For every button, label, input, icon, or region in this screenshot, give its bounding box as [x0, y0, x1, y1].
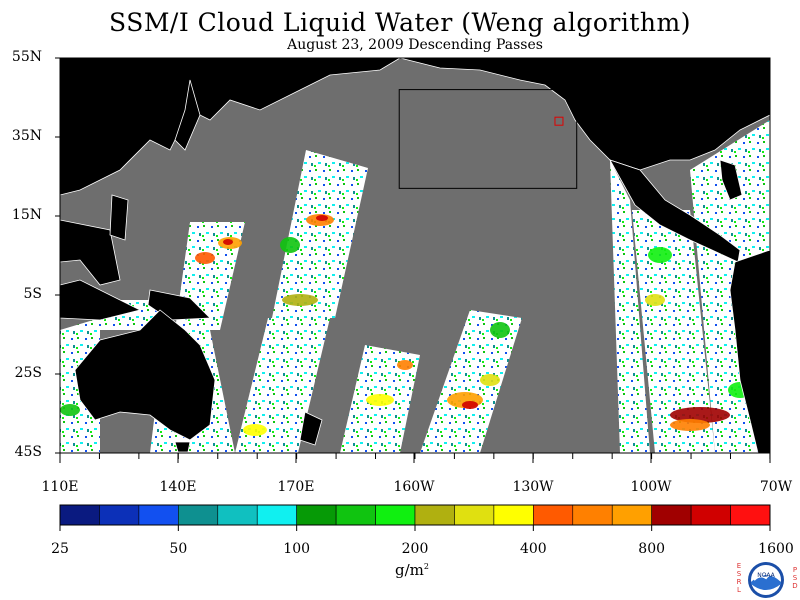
noaa-text: NOAA	[757, 572, 775, 579]
philippines	[109, 194, 129, 241]
units-label: g/m2	[395, 561, 429, 579]
colorbar-label: 1600	[758, 541, 794, 557]
cloud-patch-11	[480, 374, 500, 386]
japan	[174, 79, 201, 151]
colorbar-label: 800	[638, 541, 666, 557]
tasmania	[174, 441, 191, 453]
florida-caribbean	[719, 159, 743, 201]
colorbar-swatch-18	[730, 504, 771, 526]
cloud-patch-7	[280, 237, 300, 253]
colorbar-swatch-16	[651, 504, 692, 526]
cloud-patch-18	[60, 404, 80, 416]
colorbar-label: 200	[401, 541, 429, 557]
south-america	[729, 249, 770, 453]
swath-8	[420, 310, 522, 453]
australia	[74, 309, 216, 441]
lon-label: 100W	[630, 479, 672, 495]
cloud-patch-10	[462, 401, 478, 409]
colorbar-swatch-12	[493, 504, 534, 526]
colorbar-swatch-10	[414, 504, 455, 526]
region-box	[398, 89, 578, 189]
lon-label: 130W	[512, 479, 554, 495]
colorbar-swatch-13	[533, 504, 574, 526]
lat-label: 15N	[11, 207, 42, 223]
land-masses	[60, 58, 770, 453]
swath-5	[272, 150, 368, 318]
cloud-patch-8	[397, 360, 413, 370]
cloud-patch-15	[645, 294, 665, 306]
cloud-patch-17	[243, 424, 267, 436]
station-marker	[554, 116, 564, 126]
lat-label: 5S	[23, 286, 43, 302]
lon-label: 160W	[393, 479, 435, 495]
colorbar-swatch-4	[178, 504, 219, 526]
swath-9	[632, 210, 715, 453]
lon-label: 170E	[277, 479, 315, 495]
colorbar-swatch-8	[335, 504, 376, 526]
colorbar-swatch-5	[217, 504, 258, 526]
lon-label: 140E	[159, 479, 197, 495]
lat-label: 55N	[11, 49, 42, 65]
lat-label: 35N	[11, 128, 42, 144]
mexico-central-america	[609, 159, 741, 263]
new-zealand	[299, 411, 323, 446]
colorbar-swatch-6	[256, 504, 297, 526]
axis-ticks	[55, 57, 771, 463]
cloud-patch-6	[282, 294, 318, 306]
cloud-patch-3	[195, 252, 215, 264]
colorbar	[59, 504, 771, 531]
subtitle: August 23, 2009 Descending Passes	[287, 37, 543, 53]
colorbar-swatch-1	[59, 504, 100, 526]
title: SSM/I Cloud Liquid Water (Weng algorithm…	[109, 8, 691, 37]
cloud-patch-13	[670, 419, 710, 431]
lat-label: 45S	[14, 444, 42, 460]
lon-label: 70W	[759, 479, 793, 495]
colorbar-swatch-11	[454, 504, 495, 526]
cloud-patch-19	[490, 322, 510, 338]
colorbar-label: 100	[283, 541, 311, 557]
units-exponent: 2	[423, 562, 429, 571]
units-text: g/m	[395, 561, 424, 579]
colorbar-swatch-9	[375, 504, 416, 526]
cloud-patch-5	[316, 215, 328, 221]
borneo-indonesia	[60, 279, 142, 321]
colorbar-label: 25	[51, 541, 69, 557]
colorbar-swatch-15	[611, 504, 652, 526]
cloud-patch-16	[366, 394, 394, 406]
colorbar-label: 400	[519, 541, 547, 557]
lat-label: 25S	[14, 365, 42, 381]
swath-6	[235, 318, 330, 453]
cloud-patch-2	[223, 239, 233, 245]
swath-11	[610, 160, 650, 453]
cloud-patch-12	[670, 407, 730, 423]
colorbar-swatch-17	[690, 504, 731, 526]
lon-label: 110E	[41, 479, 79, 495]
colorbar-swatch-3	[138, 504, 179, 526]
cloud-patch-14	[648, 247, 672, 263]
cloud-water-patches	[60, 214, 752, 436]
noaa-emblem: NOAA	[748, 562, 784, 598]
colorbar-swatch-14	[572, 504, 613, 526]
colorbar-label: 50	[169, 541, 188, 557]
colorbar-swatch-7	[296, 504, 337, 526]
colorbar-swatch-2	[99, 504, 140, 526]
